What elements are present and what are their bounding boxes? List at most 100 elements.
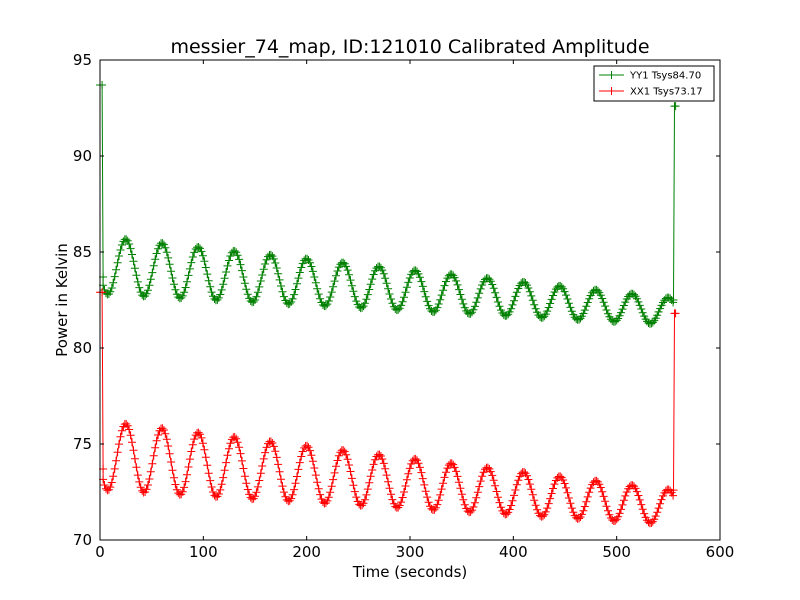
data-point (365, 285, 374, 294)
data-point (559, 476, 568, 484)
data-point (450, 273, 459, 282)
data-point (436, 295, 445, 304)
data-point (159, 426, 168, 434)
legend-entry: XX1 Tsys73.17 (599, 87, 703, 98)
data-point (414, 459, 423, 468)
data-point (171, 285, 180, 294)
data-point (316, 490, 325, 499)
data-point (634, 491, 643, 500)
data-point (617, 308, 625, 317)
data-point (201, 453, 210, 462)
data-point (575, 514, 584, 523)
x-axis-label: Time (seconds) (352, 563, 468, 581)
data-point (637, 500, 646, 509)
data-point (123, 421, 132, 430)
data-point (110, 464, 119, 473)
data-point (631, 484, 640, 493)
data-point (261, 260, 270, 268)
data-point (466, 507, 475, 516)
data-point (168, 274, 177, 282)
data-point (455, 478, 463, 487)
data-point (145, 475, 154, 483)
data-point (507, 501, 516, 510)
data-point (650, 515, 659, 524)
data-point (303, 441, 312, 450)
data-point (564, 494, 573, 502)
data-point (271, 259, 280, 267)
data-point (472, 493, 481, 502)
data-point (511, 292, 520, 301)
data-point (442, 468, 450, 477)
data-point (489, 476, 498, 485)
data-point (347, 474, 356, 483)
data-point (596, 483, 605, 492)
data-point (125, 425, 134, 434)
y-tick-label: 80 (73, 339, 92, 357)
data-point (395, 501, 404, 510)
data-point (433, 500, 442, 509)
data-point (440, 473, 449, 482)
data-point (291, 285, 300, 294)
data-point (577, 510, 586, 519)
data-point (381, 464, 390, 473)
data-point (269, 254, 278, 263)
data-point (201, 263, 210, 272)
data-point (596, 291, 605, 300)
x-tick-label: 0 (95, 543, 105, 561)
data-point (133, 277, 142, 286)
data-point (436, 490, 445, 499)
data-point (418, 282, 427, 291)
data-point (563, 295, 572, 303)
data-point (653, 508, 662, 517)
data-point (657, 495, 666, 504)
data-point (527, 291, 536, 300)
data-point (447, 459, 456, 468)
data-point (326, 488, 335, 497)
data-point (180, 483, 189, 492)
legend: YY1 Tsys84.70 XX1 Tsys73.17 (593, 65, 715, 102)
data-point (360, 495, 369, 504)
data-point (206, 476, 215, 485)
data-point (414, 269, 423, 278)
data-point (567, 504, 576, 513)
data-point (251, 492, 259, 501)
data-point (181, 477, 190, 486)
data-point (279, 292, 288, 301)
data-point (167, 267, 176, 276)
data-point (560, 287, 569, 296)
data-point (421, 487, 430, 496)
data-point (669, 296, 678, 304)
data-point (583, 298, 592, 307)
data-point (349, 481, 358, 490)
data-point (130, 454, 139, 463)
data-point (387, 295, 395, 303)
data-point (546, 494, 555, 503)
data-point (630, 290, 638, 299)
data-point (405, 274, 414, 282)
data-point (196, 430, 204, 439)
data-point (583, 492, 592, 501)
data-point (619, 496, 628, 505)
data-point (339, 446, 348, 455)
data-point (333, 456, 342, 465)
data-point (541, 507, 550, 516)
data-point (653, 311, 662, 320)
data-point (502, 510, 511, 519)
data-point (314, 484, 323, 493)
data-point (580, 306, 589, 315)
data-point (311, 278, 320, 287)
data-point (203, 270, 212, 279)
data-point (307, 451, 316, 460)
data-point (524, 475, 533, 484)
data-point (398, 297, 407, 306)
data-point (274, 269, 283, 278)
data-point (275, 467, 284, 476)
data-point (648, 318, 657, 327)
data-point (185, 455, 194, 464)
data-point (543, 307, 552, 316)
data-point (544, 303, 553, 312)
data-point (605, 510, 614, 519)
data-point (329, 282, 338, 291)
data-point (287, 494, 296, 503)
data-point (492, 293, 501, 302)
